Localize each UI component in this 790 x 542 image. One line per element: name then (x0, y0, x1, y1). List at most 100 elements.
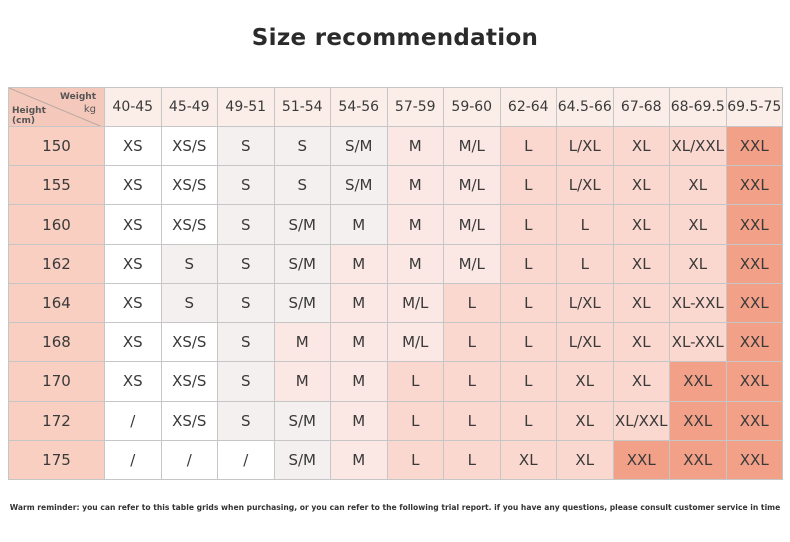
table-row: 160 XS XS/S S S/M M M M/L L L XL XL XXL (8, 204, 783, 245)
size-cell: XXL (725, 165, 783, 206)
size-cell: S/M (330, 125, 388, 167)
size-cell: M/L (386, 282, 444, 324)
size-cell: L (499, 400, 557, 441)
size-cell: L/XL (556, 322, 614, 363)
size-cell: XXL (669, 361, 727, 402)
size-cell: M (330, 243, 388, 284)
size-cell: M/L (443, 125, 501, 167)
size-cell: XS/S (160, 400, 218, 441)
size-cell: XL (612, 361, 670, 402)
size-cell: XL (612, 125, 670, 167)
height-cell: 162 (8, 243, 105, 284)
weight-header: 54-56 (330, 87, 388, 127)
size-cell: S (217, 400, 275, 441)
size-cell: S (160, 243, 218, 284)
size-cell: XS (104, 243, 162, 284)
size-cell: L (443, 282, 501, 324)
size-cell: XS (104, 361, 162, 402)
table-row: 150 XS XS/S S S S/M M M/L L L/XL XL XL/X… (8, 125, 783, 167)
weight-axis-label: Weight (60, 92, 96, 102)
weight-header: 64.5-66 (556, 87, 614, 127)
table-row: 172 / XS/S S S/M M L L L XL XL/XXL XXL X… (8, 400, 783, 441)
size-cell: M (330, 282, 388, 324)
size-cell: L (443, 361, 501, 402)
size-cell: L (556, 204, 614, 245)
size-cell: XS (104, 204, 162, 245)
weight-header-row: Weight kg Height (cm) 40-45 45-49 49-51 … (8, 87, 783, 127)
size-cell: M (386, 243, 444, 284)
table-row: 155 XS XS/S S S S/M M M/L L L/XL XL XL X… (8, 165, 783, 206)
size-cell: L (386, 361, 444, 402)
size-cell: S/M (273, 204, 331, 245)
size-cell: XXL (725, 400, 783, 441)
weight-unit-label: kg (83, 104, 96, 115)
diagonal-divider (9, 88, 101, 126)
table-row: 175 / / / S/M M L L XL XL XXL XXL XXL (8, 439, 783, 481)
size-cell: S (273, 125, 331, 167)
size-cell: L/XL (556, 165, 614, 206)
size-cell: S (160, 282, 218, 324)
size-cell: L (443, 400, 501, 441)
size-cell: M (386, 125, 444, 167)
size-cell: S (273, 165, 331, 206)
size-cell: XS/S (160, 165, 218, 206)
size-cell: S/M (273, 439, 331, 481)
size-cell: M (330, 204, 388, 245)
size-cell: XXL (725, 282, 783, 324)
size-cell: S (217, 243, 275, 284)
height-cell: 175 (8, 439, 105, 481)
size-cell: XS (104, 282, 162, 324)
size-cell: L/XL (556, 125, 614, 167)
size-cell: M (273, 322, 331, 363)
size-cell: S (217, 282, 275, 324)
size-cell: S (217, 322, 275, 363)
size-cell: XXL (725, 361, 783, 402)
size-cell: XS/S (160, 361, 218, 402)
height-unit-label: (cm) (12, 116, 35, 126)
size-cell: XS/S (160, 204, 218, 245)
size-cell: XL (556, 361, 614, 402)
height-cell: 164 (8, 282, 105, 324)
size-cell: L (499, 165, 557, 206)
size-cell: XL (612, 322, 670, 363)
weight-header: 67-68 (612, 87, 670, 127)
size-cell: XXL (725, 204, 783, 245)
size-cell: XL/XXL (612, 400, 670, 441)
height-cell: 155 (8, 165, 105, 206)
table-corner-cell: Weight kg Height (cm) (8, 87, 105, 127)
size-cell: L (386, 439, 444, 481)
table-row: 162 XS S S S/M M M M/L L L XL XL XXL (8, 243, 783, 284)
size-cell: L (443, 439, 501, 481)
table-row: 164 XS S S S/M M M/L L L L/XL XL XL-XXL … (8, 282, 783, 324)
size-cell: M (330, 400, 388, 441)
size-cell: XL (499, 439, 557, 481)
size-cell: L (499, 322, 557, 363)
weight-header: 69.5-75 (725, 87, 783, 127)
weight-header: 51-54 (273, 87, 331, 127)
size-cell: / (217, 439, 275, 481)
size-cell: XL-XXL (669, 282, 727, 324)
size-cell: L (499, 204, 557, 245)
height-cell: 170 (8, 361, 105, 402)
size-cell: XL (669, 165, 727, 206)
size-cell: L/XL (556, 282, 614, 324)
size-cell: / (104, 400, 162, 441)
size-cell: S/M (273, 400, 331, 441)
size-cell: / (104, 439, 162, 481)
weight-header: 59-60 (443, 87, 501, 127)
size-cell: M/L (443, 243, 501, 284)
size-cell: / (160, 439, 218, 481)
size-cell: M (330, 322, 388, 363)
size-cell: XL (556, 400, 614, 441)
size-cell: XXL (669, 439, 727, 481)
height-axis-label: Height (12, 106, 46, 116)
warm-reminder-note: Warm reminder: you can refer to this tab… (9, 503, 781, 512)
size-cell: XL (612, 204, 670, 245)
size-cell: S (217, 125, 275, 167)
size-cell: M (273, 361, 331, 402)
size-cell: M/L (386, 322, 444, 363)
size-cell: M (386, 165, 444, 206)
size-cell: S (217, 204, 275, 245)
size-cell: XXL (725, 322, 783, 363)
size-cell: L (443, 322, 501, 363)
